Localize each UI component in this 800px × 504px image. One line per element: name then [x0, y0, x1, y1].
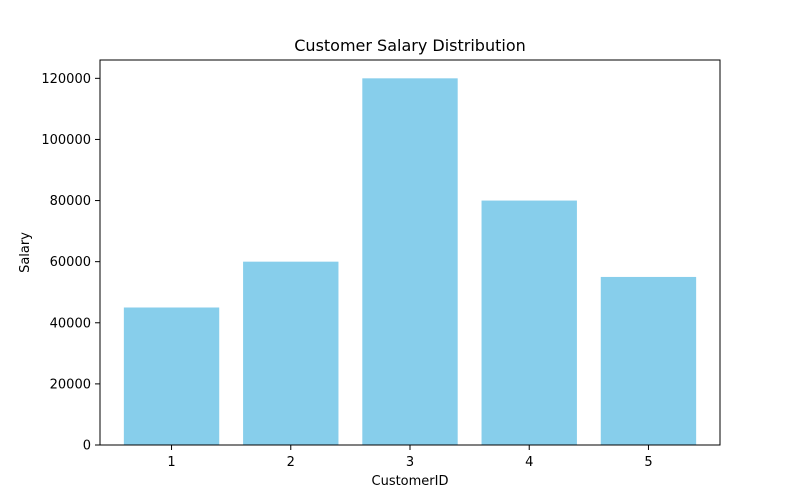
x-tick-label: 2 — [287, 455, 295, 470]
bars-group — [123, 78, 697, 445]
y-tick-label: 120000 — [41, 72, 91, 87]
bar-customer-4 — [481, 200, 577, 445]
y-axis-ticks: 0 20000 40000 60000 80000 100000 120000 — [41, 72, 100, 454]
y-tick-label: 80000 — [50, 194, 91, 209]
x-axis-ticks: 1 2 3 4 5 — [167, 445, 653, 470]
x-tick-label: 1 — [167, 455, 175, 470]
y-tick-label: 20000 — [50, 377, 91, 392]
bar-customer-1 — [123, 307, 220, 445]
bar-customer-3 — [362, 78, 458, 445]
chart-title: Customer Salary Distribution — [294, 36, 526, 55]
x-tick-label: 4 — [525, 455, 533, 470]
x-tick-label: 3 — [406, 455, 414, 470]
y-tick-label: 0 — [83, 439, 91, 454]
bar-customer-2 — [243, 261, 339, 445]
y-tick-label: 60000 — [50, 255, 91, 270]
plot-frame — [99, 59, 721, 446]
x-axis-title: CustomerID — [372, 474, 449, 489]
y-tick-label: 100000 — [41, 133, 91, 148]
x-tick-label: 5 — [644, 455, 652, 470]
y-tick-label: 40000 — [50, 316, 91, 331]
y-axis-title: Salary — [18, 232, 33, 273]
bar-customer-5 — [600, 276, 697, 445]
